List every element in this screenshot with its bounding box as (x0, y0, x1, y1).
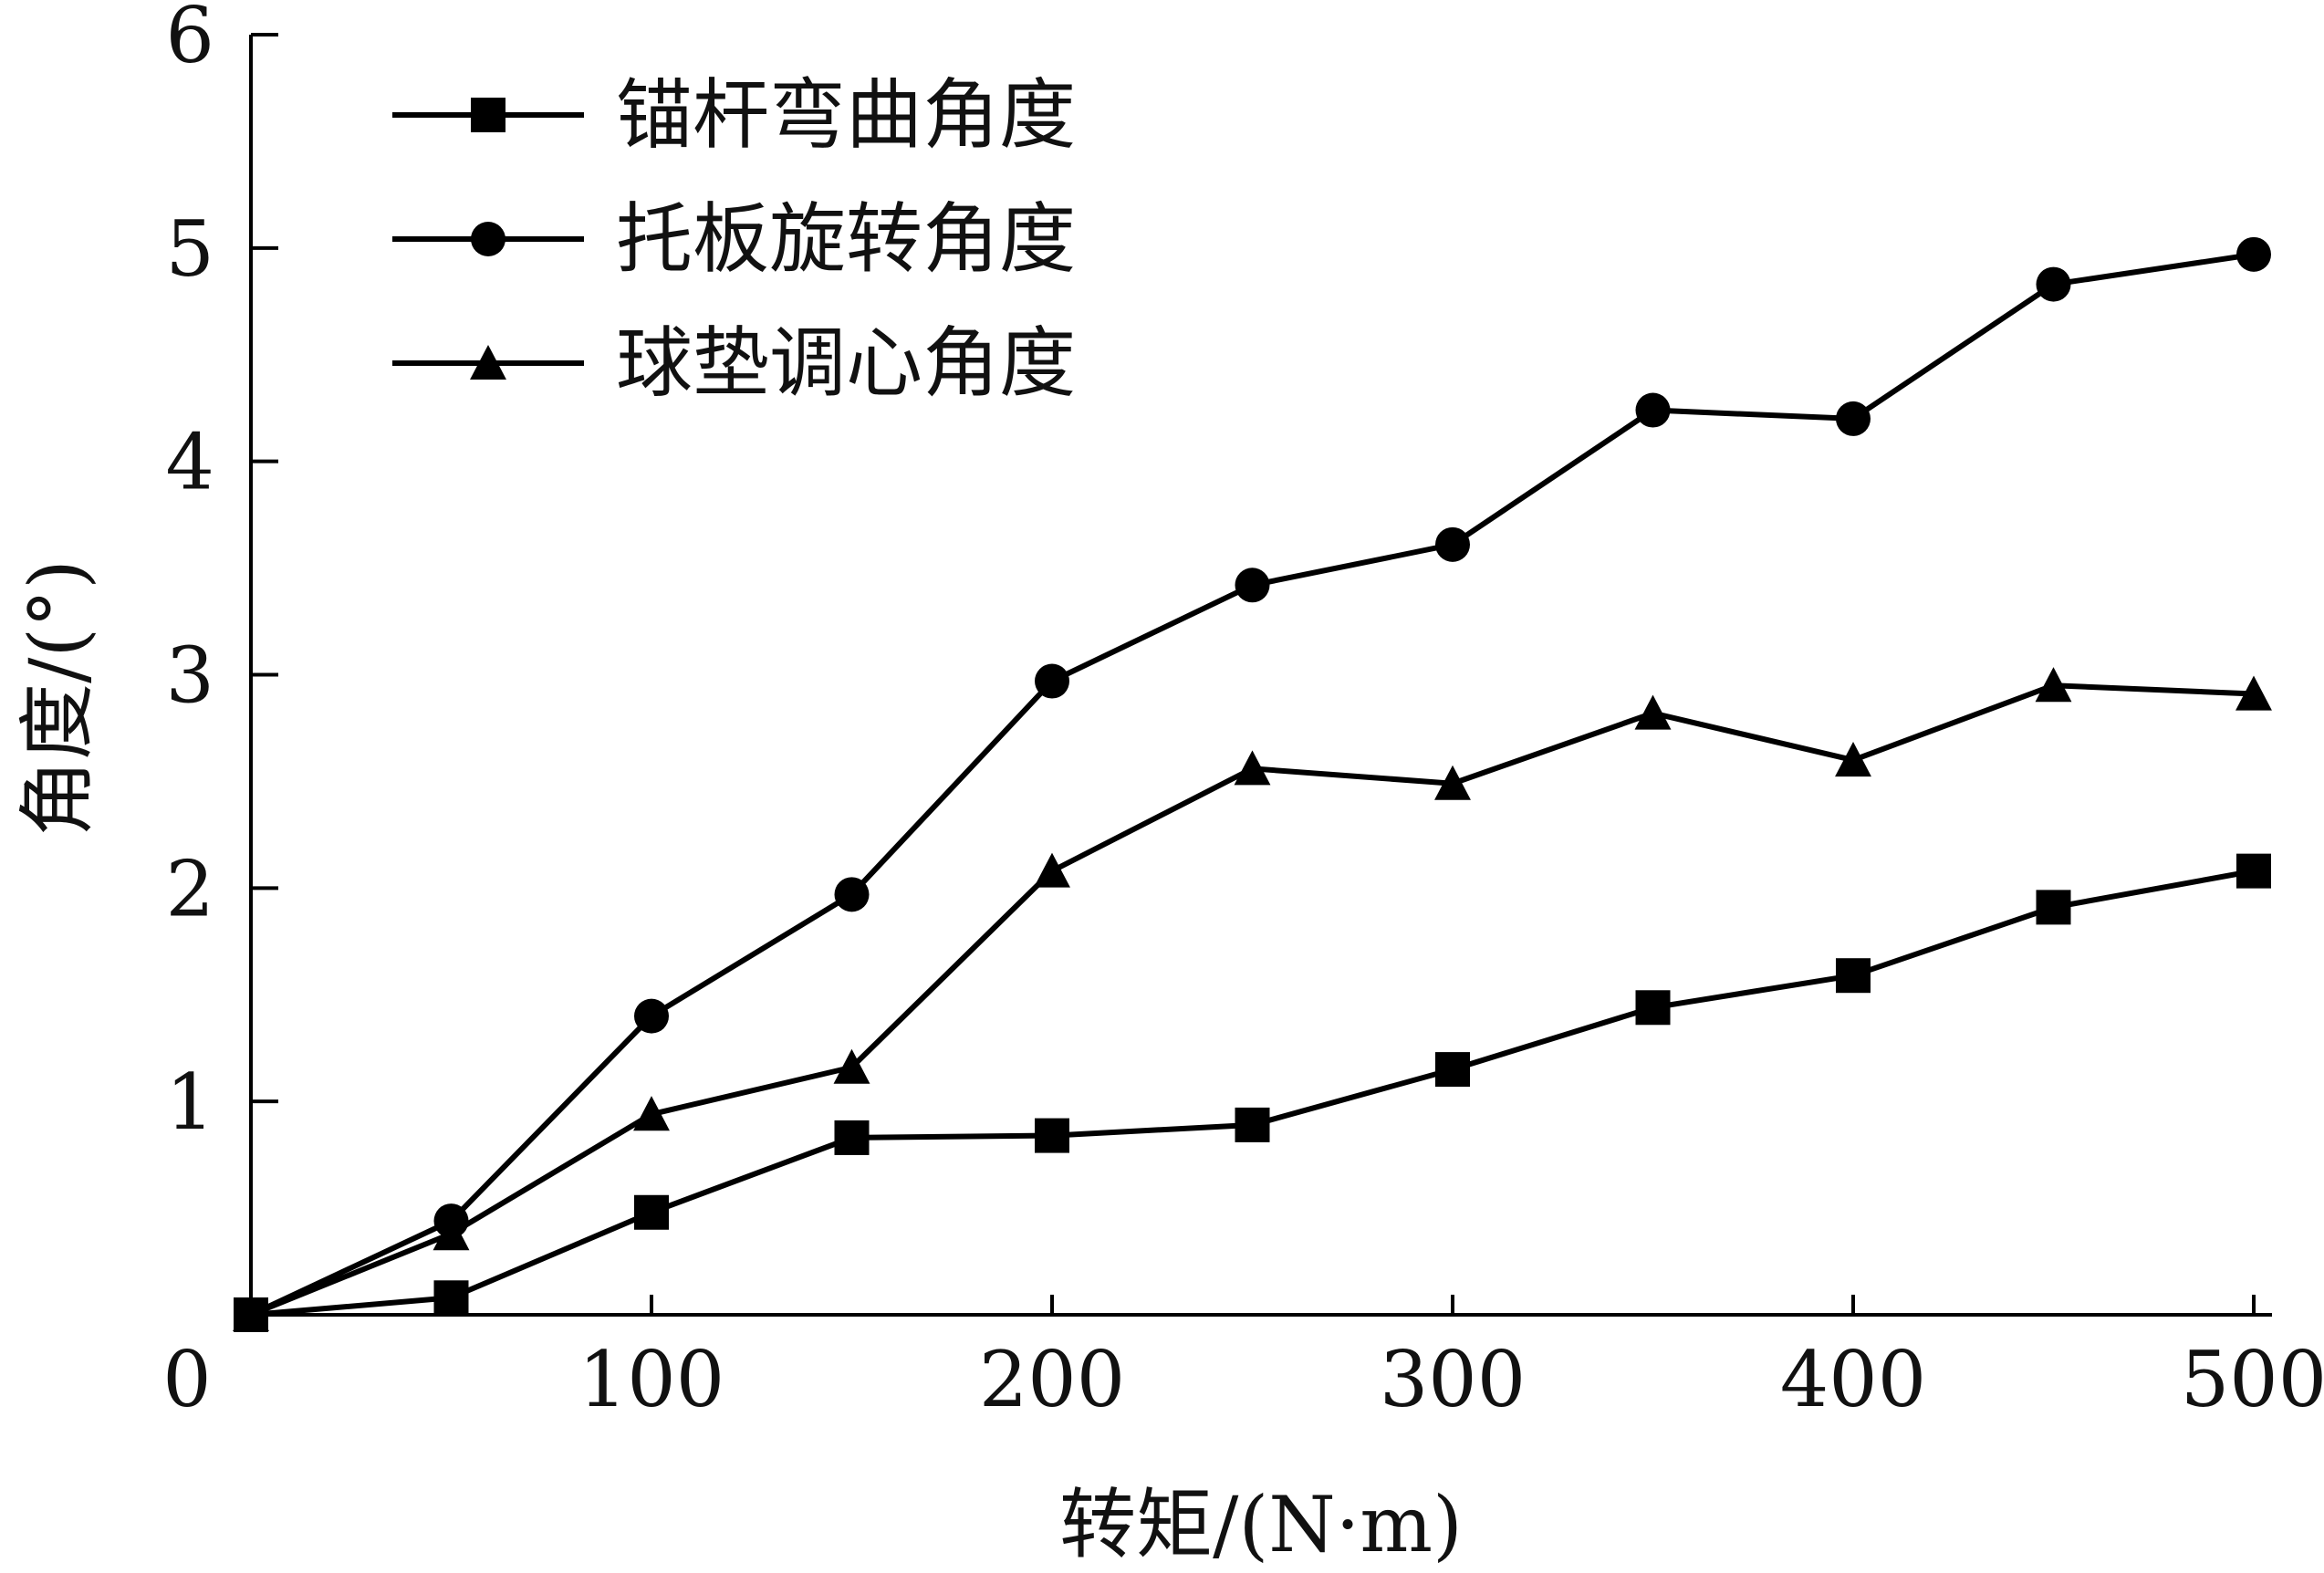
series-2-point-3 (634, 998, 669, 1034)
series-1-point-5 (1035, 1118, 1069, 1153)
series-1-line (250, 868, 2255, 1318)
series-3-point-5 (1034, 852, 1070, 888)
series-1-point-6 (1235, 1107, 1270, 1142)
series-3-point-10 (2035, 667, 2072, 703)
series-2-point-10 (2036, 266, 2071, 302)
x-tick-label-0: 0 (162, 1335, 211, 1424)
series-1-point-3 (634, 1194, 669, 1230)
series-1-point-11 (2236, 853, 2271, 889)
series-1 (234, 853, 2271, 1332)
series-2-point-11 (2236, 236, 2271, 272)
x-tick-label-500: 500 (2181, 1335, 2324, 1424)
series-layer (233, 236, 2272, 1332)
series-3 (233, 667, 2272, 1332)
ticks: 0 100 200 300 400 500 1 2 3 4 5 6 (162, 0, 2324, 1424)
series-1-point-2 (433, 1280, 469, 1316)
series-1-point-10 (2036, 890, 2071, 925)
y-tick-label-6: 6 (166, 0, 214, 80)
series-2-point-9 (1836, 401, 1871, 436)
y-tick-label-5: 5 (166, 204, 214, 294)
series-3-point-9 (1835, 741, 1871, 777)
series-3-point-11 (2235, 675, 2272, 711)
series-3-point-3 (633, 1096, 670, 1131)
series-3-point-4 (833, 1048, 870, 1084)
legend-label-2: 托板旋转角度 (616, 194, 1076, 284)
series-3-point-1 (233, 1296, 269, 1332)
series-3-point-6 (1234, 750, 1271, 786)
series-1-point-8 (1635, 990, 1671, 1026)
x-axis-title: 转矩/(N·m) (1059, 1480, 1463, 1569)
x-tick-label-400: 400 (1780, 1335, 1926, 1424)
series-1-point-4 (834, 1120, 870, 1155)
legend-marker-3 (470, 344, 506, 380)
y-tick-label-3: 3 (166, 631, 214, 721)
series-2-point-4 (834, 877, 870, 912)
series-1-point-7 (1435, 1052, 1470, 1088)
y-axis-title: 角度/(°) (13, 559, 102, 837)
x-tick-label-100: 100 (578, 1335, 724, 1424)
series-2-point-6 (1235, 568, 1270, 603)
series-2-point-8 (1635, 392, 1671, 428)
series-2-point-7 (1435, 526, 1470, 562)
legend-label-3: 球垫调心角度 (616, 318, 1076, 408)
y-tick-label-1: 1 (166, 1057, 214, 1147)
legend-marker-2 (471, 222, 505, 256)
series-3-point-7 (1434, 765, 1471, 800)
legend-marker-1 (471, 98, 505, 132)
series-1-point-9 (1836, 958, 1871, 994)
series-3-point-8 (1634, 694, 1672, 730)
x-tick-label-300: 300 (1380, 1335, 1526, 1424)
series-3-point-2 (432, 1215, 470, 1251)
x-tick-label-200: 200 (979, 1335, 1125, 1424)
legend-label-1: 锚杆弯曲角度 (616, 70, 1076, 160)
series-2-point-5 (1035, 663, 1069, 699)
y-tick-label-4: 4 (166, 418, 214, 507)
y-tick-label-2: 2 (166, 844, 214, 933)
